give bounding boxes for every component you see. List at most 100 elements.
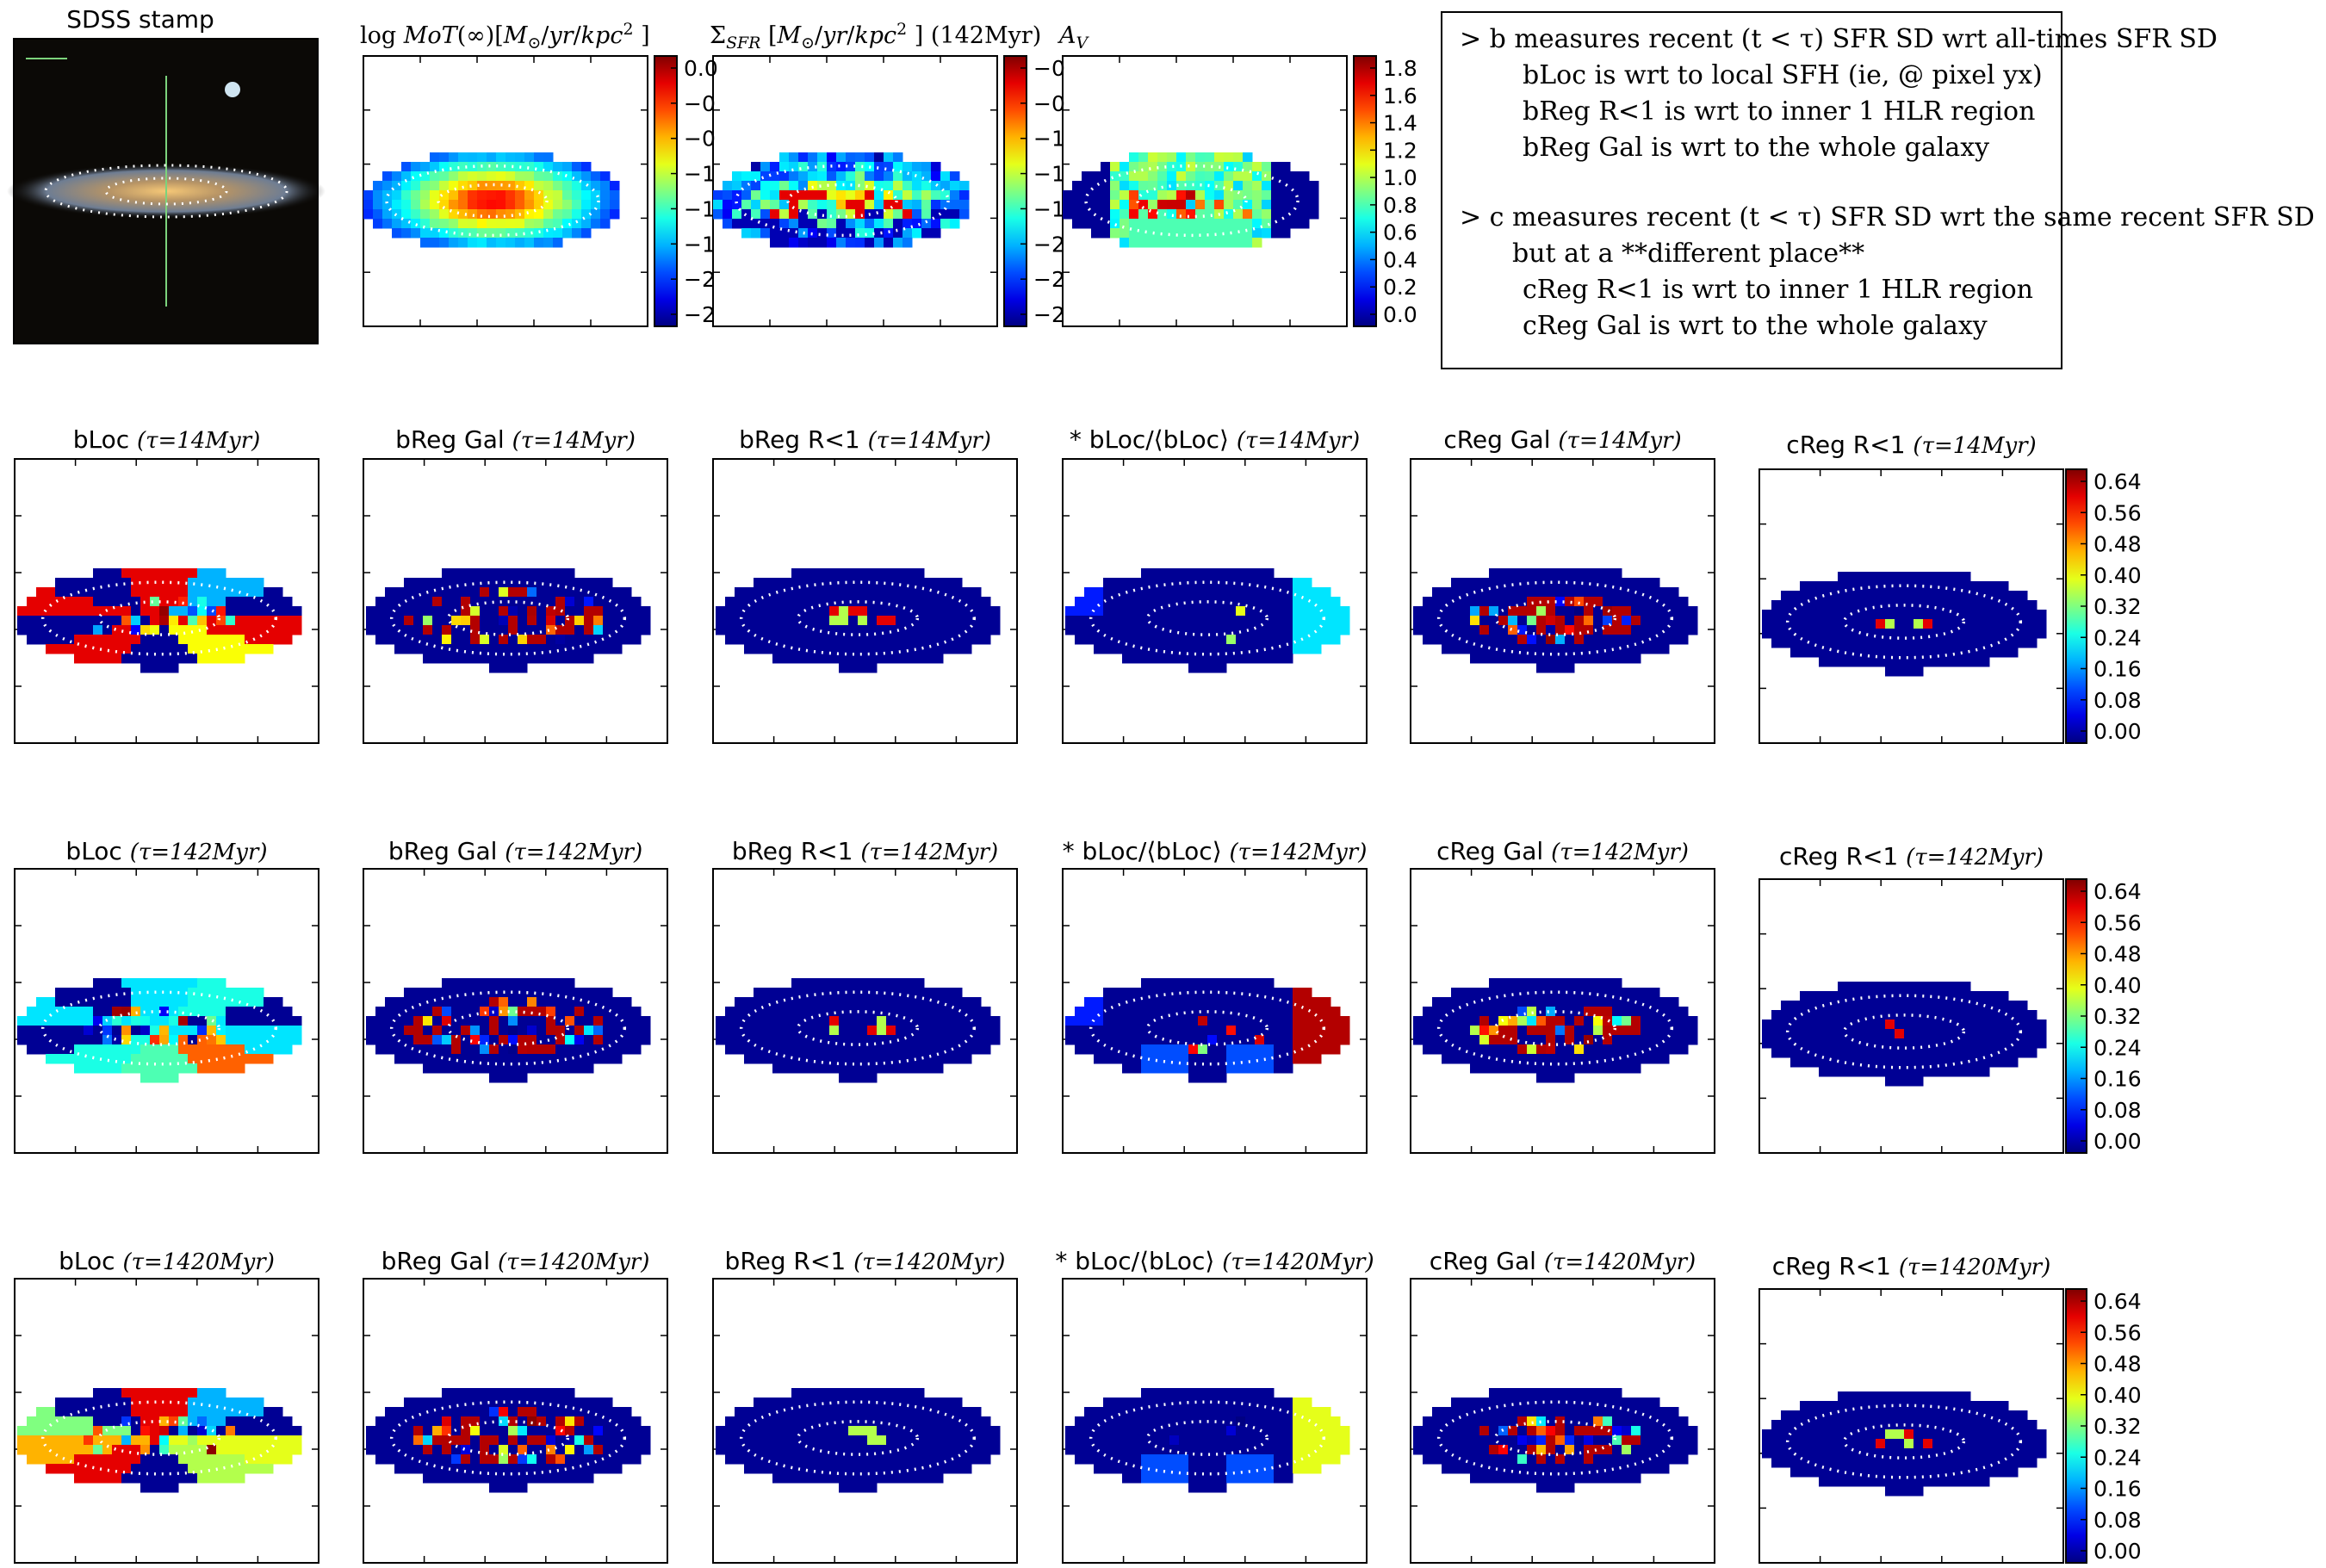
heatmap-cell — [537, 1035, 547, 1045]
heatmap-cell — [537, 978, 547, 989]
heatmap-cell — [779, 152, 790, 163]
heatmap-cell — [867, 1016, 878, 1026]
heatmap-cell — [197, 1044, 208, 1055]
heatmap-cell — [461, 1398, 471, 1408]
heatmap-cell — [1508, 988, 1518, 998]
heatmap-cell — [1876, 1020, 1886, 1030]
heatmap-cell — [1233, 190, 1244, 201]
heatmap-cell — [1132, 606, 1142, 617]
heatmap-cell — [508, 568, 518, 579]
heatmap-cell — [791, 1426, 802, 1436]
heatmap-cell — [779, 209, 790, 220]
heatmap-cell — [1838, 629, 1848, 639]
heatmap-cell — [1321, 1044, 1331, 1055]
heatmap-cell — [791, 1435, 802, 1446]
heatmap-cell — [226, 616, 236, 626]
heatmap-cell — [893, 162, 903, 172]
heatmap-cell — [1866, 629, 1876, 639]
heatmap-cell — [603, 616, 613, 626]
heatmap-cell — [782, 1063, 792, 1074]
heatmap-cell — [1207, 644, 1218, 654]
heatmap-cell — [518, 568, 528, 579]
heatmap-cell — [121, 1026, 132, 1036]
heatmap-cell — [1101, 200, 1111, 210]
heatmap-cell — [273, 1426, 283, 1436]
heatmap-cell — [102, 1435, 113, 1446]
heatmap-cell — [858, 1063, 868, 1074]
heatmap-cell — [470, 1464, 481, 1474]
heatmap-cell — [846, 228, 856, 239]
heatmap-cell — [1321, 616, 1331, 626]
heatmap-cell — [772, 1007, 783, 1017]
heatmap-cell — [188, 606, 198, 617]
heatmap-cell — [791, 988, 802, 998]
heatmap-cell — [1838, 982, 1848, 992]
heatmap-cell — [461, 654, 471, 664]
heatmap-cell — [820, 1454, 830, 1465]
heatmap-cell — [451, 1035, 462, 1045]
heatmap-cell — [915, 1026, 925, 1036]
heatmap-cell — [496, 190, 506, 201]
heatmap-cell — [1451, 644, 1461, 654]
heatmap-cell — [84, 625, 94, 635]
heatmap-cell — [102, 1063, 113, 1074]
heatmap-cell — [1508, 1026, 1518, 1036]
heatmap-cell — [178, 1388, 189, 1398]
heatmap-cell — [282, 1416, 293, 1427]
heatmap-cell — [546, 597, 556, 607]
heatmap-cell — [401, 219, 412, 229]
heatmap-cell — [962, 587, 972, 598]
heatmap-cell — [1160, 578, 1170, 588]
heatmap-cell — [292, 1435, 302, 1446]
heatmap-cell — [131, 1426, 141, 1436]
heatmap-cell — [1138, 228, 1149, 239]
heatmap-cell — [1461, 1026, 1471, 1036]
heatmap-cell — [1084, 1035, 1095, 1045]
heatmap-cell — [612, 1464, 623, 1474]
heatmap-cell — [791, 644, 802, 654]
heatmap-cell — [1527, 644, 1537, 654]
heatmap-cell — [1281, 190, 1291, 201]
heatmap-cell — [159, 1016, 170, 1026]
heatmap-cell — [1167, 209, 1177, 220]
heatmap-cell — [188, 587, 198, 598]
heatmap-cell — [140, 1464, 151, 1474]
heatmap-cell — [442, 578, 452, 588]
heatmap-cell — [470, 978, 481, 989]
heatmap-cell — [178, 1435, 189, 1446]
heatmap-cell — [1688, 625, 1698, 635]
heatmap-cell — [1245, 988, 1256, 998]
heatmap-cell — [518, 1464, 528, 1474]
heatmap-cell — [121, 578, 132, 588]
heatmap-cell — [915, 568, 925, 579]
heatmap-cell — [924, 1026, 934, 1036]
heatmap-cell — [527, 978, 537, 989]
heatmap-cell — [1479, 1016, 1490, 1026]
heatmap-cell — [820, 1398, 830, 1408]
galaxy-map — [1065, 978, 1350, 1083]
heatmap-cell — [1226, 644, 1237, 654]
heatmap-cell — [159, 587, 170, 598]
heatmap-cell — [489, 578, 499, 588]
heatmap-cell — [1207, 1054, 1218, 1064]
heatmap-cell — [461, 568, 471, 579]
heatmap-cell — [1603, 625, 1613, 635]
heatmap-cell — [763, 1426, 773, 1436]
heatmap-cell — [1565, 1035, 1575, 1045]
heatmap-cell — [584, 1426, 594, 1436]
heatmap-cell — [1207, 1073, 1218, 1083]
heatmap-cell — [1103, 578, 1113, 588]
heatmap-cell — [1517, 997, 1528, 1007]
heatmap-cell — [820, 597, 830, 607]
heatmap-cell — [131, 587, 141, 598]
heatmap-cell — [121, 587, 132, 598]
heatmap-cell — [810, 1388, 821, 1398]
heatmap-cell — [245, 1426, 255, 1436]
heatmap-cell — [470, 1016, 481, 1026]
heatmap-cell — [451, 978, 462, 989]
heatmap-cell — [1546, 1073, 1556, 1083]
heatmap-cell — [1065, 1026, 1076, 1036]
heatmap-cell — [207, 1407, 217, 1417]
hlr-contour-1 — [1145, 1010, 1269, 1046]
heatmap-cell — [451, 597, 462, 607]
